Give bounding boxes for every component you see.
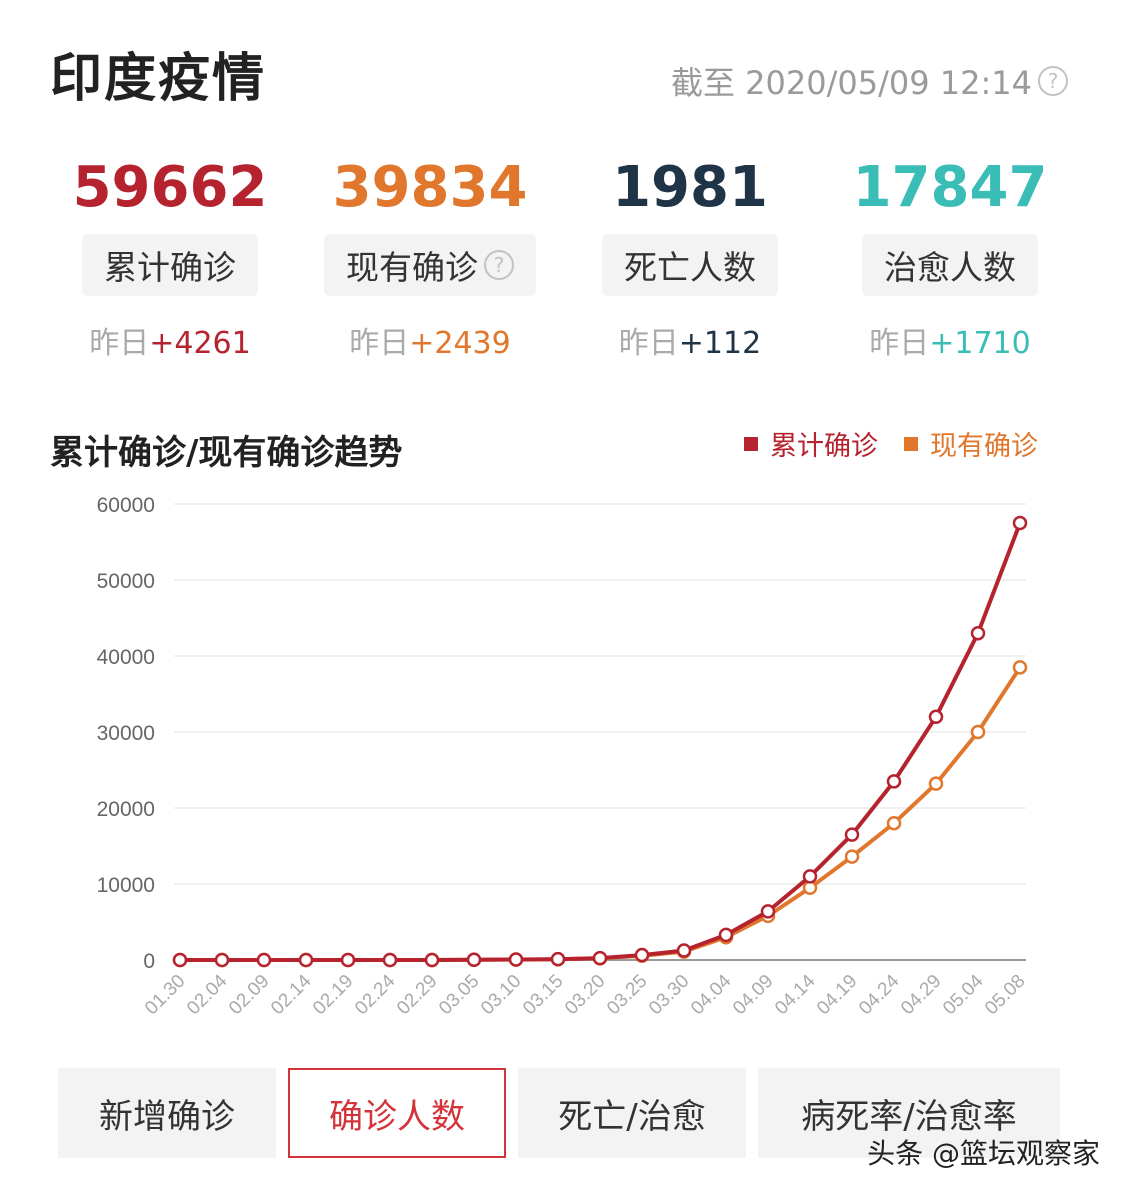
legend-swatch [744,436,758,451]
x-tick-label: 05.04 [939,970,988,1019]
x-tick-label: 02.19 [309,971,357,1019]
help-circle-icon[interactable]: ? [484,250,514,280]
data-point [172,952,188,968]
data-point [298,952,314,968]
x-tick-label: 03.25 [603,971,651,1019]
data-point [970,724,986,740]
stat-label: 累计确诊 [82,234,258,296]
x-tick-label: 04.24 [855,970,904,1019]
series-line [180,522,1022,962]
data-point [550,951,566,967]
line-chart: 010000200003000040000500006000001.3002.0… [97,494,1030,1019]
data-point [634,947,650,963]
x-tick-label: 02.04 [183,970,232,1019]
data-point [844,849,860,864]
help-circle-icon[interactable]: ? [1038,66,1068,96]
stat-label: 现有确诊? [324,234,536,296]
x-tick-label: 04.14 [771,970,820,1019]
stat-value: 1981 [612,155,768,220]
stat-value: 39834 [332,155,528,220]
stat-deaths: 1981 死亡人数 昨日+112 [560,150,820,370]
x-tick-label: 03.10 [477,971,525,1019]
data-point [928,709,944,725]
x-tick-label: 02.14 [267,970,316,1019]
legend-swatch [904,436,918,451]
x-tick-label: 01.30 [141,971,189,1019]
stat-delta: 昨日+2439 [349,326,511,361]
data-point [592,950,608,966]
y-tick-label: 10000 [97,874,155,897]
y-tick-label: 30000 [97,722,155,745]
x-tick-label: 02.24 [351,970,400,1019]
watermark: 头条 @篮坛观察家 [867,1137,1100,1170]
data-point [844,827,860,842]
stat-recovered: 17847 治愈人数 昨日+1710 [820,150,1080,370]
stat-active: 39834 现有确诊? 昨日+2439 [300,150,560,370]
y-tick-label: 60000 [97,494,155,517]
x-tick-label: 05.08 [981,971,1029,1019]
data-point [508,952,524,967]
tab-new-cases[interactable]: 新增确诊 [58,1068,276,1158]
x-tick-label: 04.19 [813,971,861,1019]
page-title: 印度疫情 [50,49,267,109]
data-point [886,815,902,831]
header: 印度疫情 截至 2020/05/09 12:14 ? [50,30,1080,110]
x-tick-label: 04.04 [687,970,736,1019]
tab-confirmed[interactable]: 确诊人数 [288,1068,506,1158]
legend-item-cumulative[interactable]: 累计确诊 [744,424,878,463]
y-tick-label: 50000 [97,570,155,593]
tab-deaths-recovered[interactable]: 死亡/治愈 [518,1068,746,1158]
tab-rates[interactable]: 病死率/治愈率 [758,1068,1060,1158]
data-point [802,869,818,884]
stat-cumulative: 59662 累计确诊 昨日+4261 [40,150,300,370]
x-tick-label: 02.09 [225,971,273,1019]
y-tick-label: 20000 [97,798,155,821]
stat-delta: 昨日+4261 [89,326,251,361]
chart-title: 累计确诊/现有确诊趋势 [50,433,403,473]
series-line [180,666,1022,962]
chart-tabs: 新增确诊 确诊人数 死亡/治愈 病死率/治愈率 [58,1068,1066,1158]
data-point [466,952,482,968]
x-tick-label: 04.29 [897,971,945,1019]
as-of-timestamp: 截至 2020/05/09 12:14 ? [671,58,1068,104]
chart-legend: 累计确诊 现有确诊 [718,424,1038,463]
stat-delta: 昨日+1710 [869,326,1031,361]
x-tick-label: 02.29 [393,971,441,1019]
data-point [886,774,902,789]
data-point [382,952,398,968]
stat-label: 治愈人数 [862,234,1038,296]
data-point [1012,660,1028,675]
data-point [256,952,272,968]
data-point [718,927,734,943]
x-tick-label: 04.09 [729,971,777,1019]
stat-delta: 昨日+112 [618,326,762,361]
stat-value: 59662 [72,155,268,220]
data-point [424,952,440,968]
stat-value: 17847 [852,155,1048,220]
data-point [760,904,776,919]
legend-label: 现有确诊 [930,431,1038,462]
data-point [928,776,944,791]
x-tick-label: 03.30 [645,971,693,1019]
data-point [340,952,356,968]
x-tick-label: 03.20 [561,971,609,1019]
legend-item-active[interactable]: 现有确诊 [904,424,1038,463]
y-tick-label: 40000 [97,646,155,669]
x-tick-label: 03.05 [435,971,483,1019]
data-point [214,952,230,968]
as-of-text: 截至 2020/05/09 12:14 [670,64,1032,102]
y-tick-label: 0 [143,950,155,973]
stat-label: 死亡人数 [602,234,778,296]
data-point [1012,515,1028,531]
data-point [970,625,986,641]
stats-row: 59662 累计确诊 昨日+4261 39834 现有确诊? 昨日+2439 1… [40,150,1080,370]
legend-label: 累计确诊 [770,431,878,462]
data-point [676,943,692,958]
x-tick-label: 03.15 [519,971,567,1019]
